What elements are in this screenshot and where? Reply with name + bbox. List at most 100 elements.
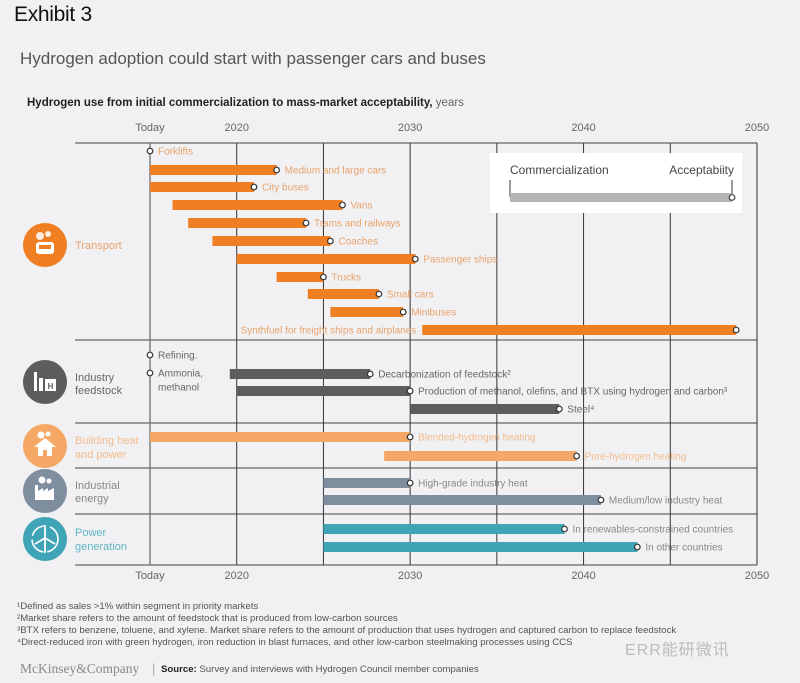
bar-trams-and-railways — [188, 218, 307, 228]
segment-label-power-generation: Power — [75, 527, 107, 539]
h-letter: H — [48, 382, 54, 391]
blade — [44, 537, 56, 545]
bar-trucks — [276, 272, 324, 282]
label-refining: Refining. — [158, 351, 197, 362]
exhibit-label: Exhibit 3 — [14, 3, 92, 26]
bar-city-buses — [150, 182, 255, 192]
bar-minibuses — [330, 307, 404, 317]
end-marker-pure-hydrogen-heating — [573, 452, 581, 460]
segment-label-transport: Transport — [75, 240, 122, 252]
label-forklifts: Forklifts — [158, 147, 193, 158]
legend-bar-graphic — [509, 180, 736, 202]
segment-label-industry-feedstock: Industry — [75, 372, 115, 384]
building — [45, 379, 56, 391]
label-city-buses: City buses — [262, 183, 309, 194]
legend-end-label: Acceptabiity — [669, 163, 734, 177]
bubble — [38, 476, 46, 484]
label-blended-hydrogen-heating: Blended-hydrogen heating — [418, 433, 535, 444]
end-marker-synthfuel-for-freight-ships-and-airplanes — [732, 326, 740, 334]
x-tick-top-2050: 2050 — [745, 122, 769, 134]
end-marker-blended-hydrogen-heating — [406, 433, 414, 441]
end-marker-decarbonization-of-feedstock — [366, 370, 374, 378]
x-tick-top-today: Today — [135, 122, 165, 134]
x-tick-top-2040: 2040 — [571, 122, 595, 134]
footnote-1: ¹Defined as sales >1% within segment in … — [17, 601, 259, 612]
footnote-3: ³BTX refers to benzene, toluene, and xyl… — [17, 625, 677, 636]
x-tick-bottom-2050: 2050 — [745, 570, 769, 582]
house-icon — [23, 424, 67, 468]
end-marker-high-grade-industry-heat — [406, 479, 414, 487]
segment-label-industry-feedstock: feedstock — [75, 385, 123, 397]
label-medium-and-large-cars: Medium and large cars — [285, 166, 387, 177]
end-marker-trams-and-railways — [302, 219, 310, 227]
label-minibuses: Minibuses — [411, 308, 456, 319]
end-marker-medium-low-industry-heat — [597, 496, 605, 504]
end-marker-in-renewables-constrained-countries — [561, 525, 568, 533]
end-marker-medium-and-large-cars — [273, 166, 281, 174]
label-high-grade-industry-heat: High-grade industry heat — [418, 479, 528, 490]
segment-label-building-heat-and-power: and power — [75, 449, 127, 461]
cycle-ring — [31, 525, 59, 553]
segment-label-industrial-energy: energy — [75, 493, 109, 505]
bar-passenger-ships — [236, 254, 416, 264]
label-pure-hydrogen-heating: Pure-hydrogen heating — [585, 452, 687, 463]
bar-high-grade-industry-heat — [323, 478, 411, 488]
car-icon — [23, 223, 67, 267]
segment-label-power-generation: generation — [75, 541, 127, 553]
chart-subtitle: Hydrogen use from initial commercializat… — [27, 97, 464, 109]
x-tick-bottom-2030: 2030 — [398, 570, 422, 582]
label-trams-and-railways: Trams and railways — [314, 219, 400, 230]
chart-title: Hydrogen adoption could start with passe… — [20, 49, 486, 68]
label-trucks: Trucks — [331, 273, 361, 284]
bar-medium-and-large-cars — [150, 165, 277, 175]
chimney — [34, 372, 37, 391]
bar-pure-hydrogen-heating — [384, 451, 577, 461]
bubble — [36, 232, 44, 240]
bar-decarbonization-of-feedstock — [229, 369, 371, 379]
bubble — [45, 231, 51, 237]
bar-medium-low-industry-heat — [323, 495, 601, 505]
blade — [34, 537, 46, 545]
end-marker-forklifts — [146, 147, 154, 155]
bubble — [46, 478, 52, 484]
legend: Commercialization Acceptabiity — [490, 153, 742, 213]
end-marker-refining — [146, 351, 154, 359]
factory-h-icon: H — [23, 360, 67, 404]
segment-label-building-heat-and-power: Building heat — [75, 435, 139, 447]
label-small-cars: Small cars — [387, 290, 434, 301]
label-in-renewables-constrained-countries: In renewables-constrained countries — [572, 525, 733, 536]
bar-production-of-methanol-olefins-and-btx-using-hydrogen-and-carbon — [236, 386, 411, 396]
label-passenger-ships: Passenger ships — [423, 255, 497, 266]
legend-start-label: Commercialization — [510, 163, 609, 177]
label-ammonia-methanol: methanol — [158, 383, 199, 394]
label-decarbonization-of-feedstock: Decarbonization of feedstock² — [378, 370, 511, 381]
label-vans: Vans — [351, 201, 373, 212]
roof — [34, 438, 56, 447]
segment-label-industrial-energy: Industrial — [75, 480, 120, 492]
car-window — [39, 245, 51, 249]
end-marker-steel — [555, 405, 563, 413]
label-ammonia-methanol: Ammonia, — [158, 369, 203, 380]
x-tick-bottom-2040: 2040 — [571, 570, 595, 582]
end-marker-coaches — [326, 237, 334, 245]
label-synthfuel-for-freight-ships-and-airplanes: Synthfuel for freight ships and airplane… — [241, 326, 417, 337]
end-marker-ammonia-methanol — [146, 369, 154, 377]
bar-in-other-countries — [323, 542, 638, 552]
subtitle-text: Hydrogen use from initial commercializat… — [27, 97, 433, 109]
bubble — [37, 431, 45, 439]
bar-in-renewables-constrained-countries — [323, 524, 565, 534]
chimney — [35, 485, 38, 500]
x-tick-top-2020: 2020 — [224, 122, 248, 134]
end-marker-in-other-countries — [633, 543, 641, 551]
x-tick-bottom-2020: 2020 — [224, 570, 248, 582]
bar-vans — [172, 200, 343, 210]
end-marker-city-buses — [250, 183, 258, 191]
end-marker-trucks — [320, 273, 327, 281]
source-label: Source: — [161, 664, 197, 675]
bubble — [45, 431, 51, 437]
legend-bar — [510, 193, 732, 202]
end-marker-minibuses — [399, 308, 407, 316]
end-marker-vans — [339, 201, 346, 209]
subtitle-unit: years — [432, 97, 464, 109]
brand-separator: | — [152, 661, 156, 676]
